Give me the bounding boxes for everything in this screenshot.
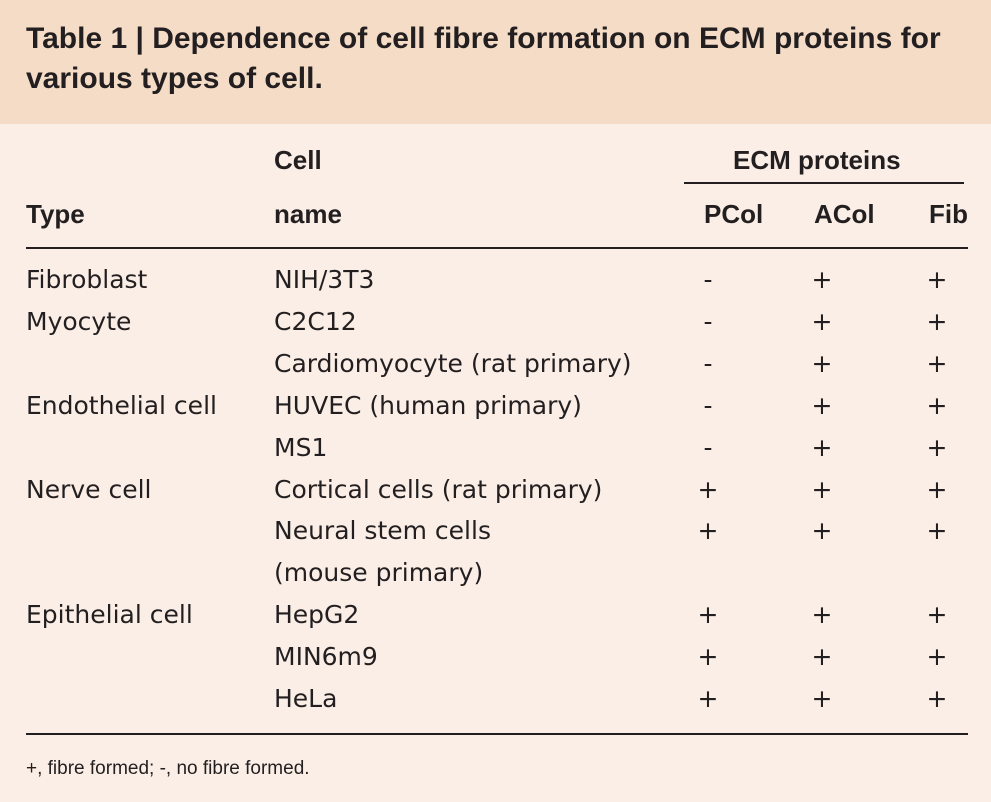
pcol-cell: + (697, 516, 719, 545)
type-cell: Nerve cell (26, 475, 152, 504)
pcol-cell: - (703, 391, 713, 420)
pcol-cell: + (697, 475, 719, 504)
fib-cell: + (926, 433, 948, 462)
fib-cell: + (926, 642, 948, 671)
cell-name-cell: Cortical cells (rat primary) (274, 475, 603, 504)
cell-name-cell: HepG2 (274, 600, 360, 629)
table-bottom-rule (26, 733, 968, 735)
type-cell: Myocyte (26, 307, 132, 336)
cell-name-cell: C2C12 (274, 307, 357, 336)
pcol-cell: - (703, 433, 713, 462)
fib-cell: + (926, 516, 948, 545)
acol-cell: + (811, 684, 833, 713)
header-cell-line2: name (274, 199, 342, 229)
header-acol: ACol (814, 199, 875, 229)
table-title: Table 1 | Dependence of cell fibre forma… (26, 22, 941, 95)
table-footnote: +, fibre formed; -, no fibre formed. (26, 758, 310, 779)
type-cell: Endothelial cell (26, 391, 217, 420)
pcol-cell: - (703, 307, 713, 336)
pcol-cell: + (697, 642, 719, 671)
acol-cell: + (811, 642, 833, 671)
title-banner (0, 0, 991, 124)
header-fib: Fib (929, 199, 968, 229)
pcol-cell: + (697, 600, 719, 629)
header-pcol: PCol (704, 199, 764, 229)
pcol-cell: - (703, 349, 713, 378)
fib-cell: + (926, 684, 948, 713)
cell-name-cell: MIN6m9 (274, 642, 378, 671)
acol-cell: + (811, 475, 833, 504)
fib-cell: + (926, 265, 948, 294)
acol-cell: + (811, 265, 833, 294)
cell-name-cell: (mouse primary) (274, 558, 484, 587)
acol-cell: + (811, 516, 833, 545)
header-type: Type (26, 199, 85, 229)
cell-name-cell: HUVEC (human primary) (274, 391, 582, 420)
cell-name-cell: NIH/3T3 (274, 265, 375, 294)
fib-cell: + (926, 349, 948, 378)
pcol-cell: - (703, 265, 713, 294)
fib-cell: + (926, 391, 948, 420)
header-cell-line1: Cell (274, 145, 322, 175)
acol-cell: + (811, 433, 833, 462)
pcol-cell: + (697, 684, 719, 713)
cell-name-cell: Cardiomyocyte (rat primary) (274, 349, 632, 378)
acol-cell: + (811, 391, 833, 420)
acol-cell: + (811, 349, 833, 378)
fib-cell: + (926, 475, 948, 504)
fib-cell: + (926, 600, 948, 629)
cell-name-cell: MS1 (274, 433, 328, 462)
fib-cell: + (926, 307, 948, 336)
header-ecm-proteins: ECM proteins (733, 145, 901, 175)
header-bottom-rule (26, 247, 968, 249)
type-cell: Fibroblast (26, 265, 148, 294)
ecm-header-rule (684, 182, 964, 184)
type-cell: Epithelial cell (26, 600, 193, 629)
acol-cell: + (811, 600, 833, 629)
cell-name-cell: HeLa (274, 684, 338, 713)
acol-cell: + (811, 307, 833, 336)
cell-name-cell: Neural stem cells (274, 516, 491, 545)
